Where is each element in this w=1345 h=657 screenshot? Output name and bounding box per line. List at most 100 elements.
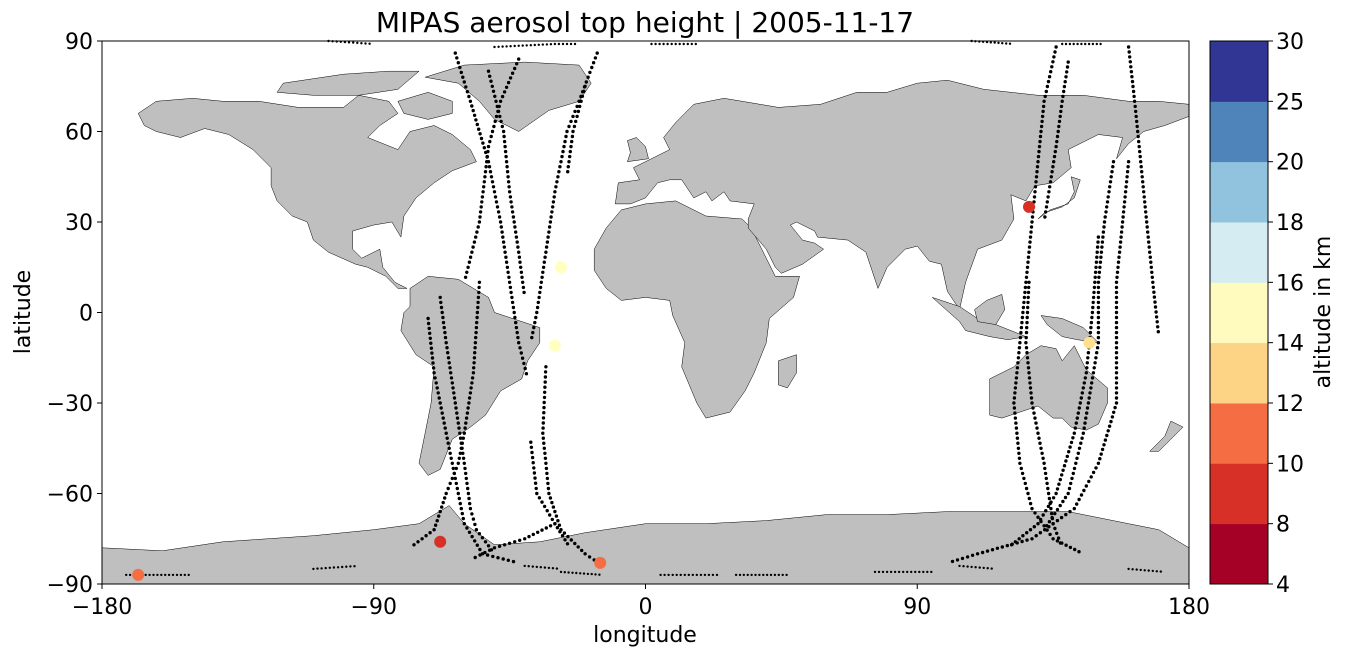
track-point xyxy=(541,431,545,435)
track-point xyxy=(1091,305,1095,310)
track-point xyxy=(545,471,549,476)
track-point xyxy=(1156,330,1161,334)
track-point xyxy=(522,290,526,295)
track-point xyxy=(1079,396,1084,400)
track-point xyxy=(461,451,465,455)
track-point xyxy=(449,371,453,375)
track-point xyxy=(428,331,432,335)
track-point xyxy=(1053,526,1057,531)
track-point xyxy=(574,119,578,124)
track-point xyxy=(569,144,573,149)
track-point xyxy=(678,42,681,46)
track-point xyxy=(500,124,504,129)
track-point xyxy=(441,315,445,320)
track-point xyxy=(511,559,516,564)
track-point xyxy=(578,104,582,109)
track-point xyxy=(1048,180,1053,184)
track-point xyxy=(507,280,512,284)
track-point xyxy=(125,573,128,577)
track-point xyxy=(504,255,508,259)
track-point xyxy=(1143,205,1147,209)
track-point xyxy=(1061,42,1064,46)
track-point xyxy=(679,573,682,577)
track-point xyxy=(1025,356,1030,360)
track-point xyxy=(1041,456,1045,460)
x-axis: −180 −90 0 90 180 xyxy=(72,584,1210,620)
track-point xyxy=(1114,376,1119,380)
track-point xyxy=(738,573,742,577)
track-point xyxy=(488,74,492,78)
track-point xyxy=(1136,134,1140,139)
track-point xyxy=(1100,245,1104,249)
track-point xyxy=(1114,391,1119,395)
track-point xyxy=(530,335,534,340)
track-point xyxy=(476,295,481,300)
track-point xyxy=(1153,300,1157,304)
track-point xyxy=(1027,250,1031,254)
track-point xyxy=(516,335,520,340)
track-point xyxy=(1068,42,1072,46)
track-point xyxy=(565,542,570,546)
track-point xyxy=(452,396,457,400)
track-point xyxy=(1112,410,1116,414)
track-point xyxy=(1047,525,1051,529)
track-point xyxy=(1055,139,1059,144)
y-tick-label: −90 xyxy=(47,573,93,598)
track-point xyxy=(471,517,476,521)
track-point xyxy=(456,491,460,496)
y-axis-label: latitude xyxy=(11,270,36,354)
track-point xyxy=(1152,290,1156,294)
track-point xyxy=(1096,295,1101,300)
track-point xyxy=(460,511,464,516)
track-point xyxy=(544,526,548,530)
track-point xyxy=(449,376,454,380)
track-point xyxy=(1085,406,1090,410)
track-point xyxy=(1121,215,1125,219)
track-point xyxy=(674,42,677,46)
track-point xyxy=(1058,541,1063,545)
track-point xyxy=(1131,568,1134,571)
track-point xyxy=(1139,160,1143,164)
track-point xyxy=(662,42,665,46)
track-point xyxy=(1047,496,1052,501)
colorbar-bin xyxy=(1210,342,1268,404)
track-point xyxy=(1025,531,1029,535)
track-point xyxy=(570,139,574,144)
track-point xyxy=(1151,280,1155,284)
track-point xyxy=(505,265,510,269)
track-point xyxy=(711,573,715,577)
arctic-islands-landmass xyxy=(276,70,420,96)
track-point xyxy=(1040,114,1045,119)
track-point xyxy=(1136,129,1140,134)
track-point xyxy=(534,315,538,320)
track-point xyxy=(496,556,500,560)
track-point xyxy=(1096,461,1101,465)
track-point xyxy=(699,573,703,577)
track-point xyxy=(1027,371,1031,375)
track-point xyxy=(1137,139,1141,144)
track-point xyxy=(1092,290,1096,295)
track-point xyxy=(482,180,486,184)
track-point xyxy=(1017,537,1021,541)
track-point xyxy=(543,255,547,259)
track-point xyxy=(1090,315,1094,320)
track-point xyxy=(1023,285,1028,290)
polar-track xyxy=(312,565,356,571)
track-point xyxy=(893,570,897,574)
track-point xyxy=(1017,451,1021,455)
track-point xyxy=(467,530,472,534)
track-point xyxy=(555,180,559,184)
track-point xyxy=(734,573,738,577)
aerosol-detection-point xyxy=(1083,336,1096,349)
track-point xyxy=(455,411,459,415)
track-point xyxy=(557,523,562,527)
track-point xyxy=(502,245,506,249)
track-point xyxy=(554,185,558,189)
orbit-track xyxy=(1024,280,1063,545)
x-axis-label: longitude xyxy=(593,623,697,648)
track-point xyxy=(465,270,469,274)
track-point xyxy=(438,401,442,405)
track-point xyxy=(1058,477,1063,482)
track-point xyxy=(483,540,488,544)
track-point xyxy=(547,491,551,496)
